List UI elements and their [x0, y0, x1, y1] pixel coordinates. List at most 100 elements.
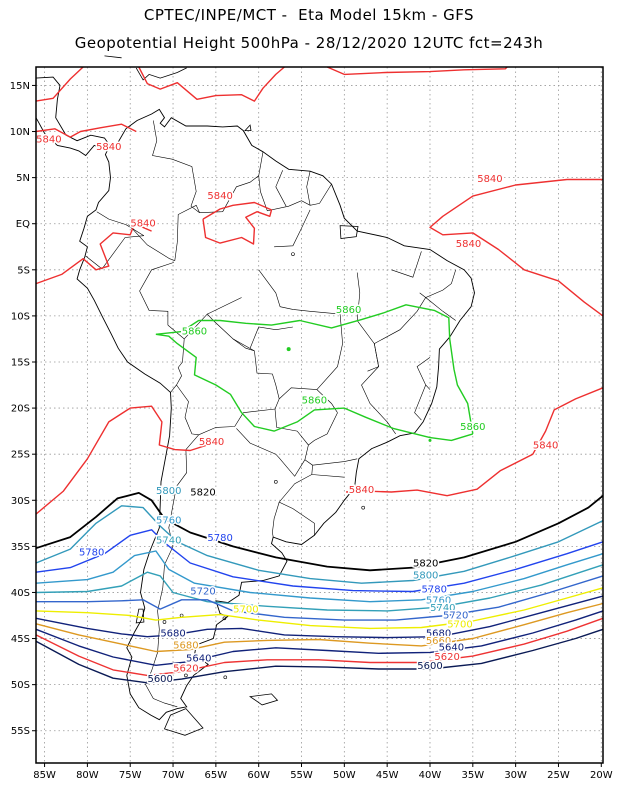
lon-tick-label: 65W	[205, 770, 228, 781]
contour-labels: 5840 5840 5840 5840 5840 5840 5840 5840 5840 5860…	[35, 133, 560, 686]
contour-label: 5820	[190, 488, 215, 499]
political-border	[416, 357, 431, 390]
lon-tick-label: 55W	[290, 770, 313, 781]
political-border	[374, 297, 443, 344]
lon-tick-label: 70W	[162, 770, 185, 781]
contour-5800	[35, 505, 604, 584]
contour-5620	[35, 617, 604, 677]
lat-tick-label: 45S	[11, 634, 30, 645]
lat-tick-label: EQ	[16, 219, 30, 230]
political-border	[442, 311, 456, 321]
contour-5840	[429, 178, 604, 317]
contour-5680	[35, 595, 604, 639]
contour-label: 5640	[439, 643, 464, 654]
political-border	[356, 272, 379, 372]
political-border	[152, 120, 200, 213]
contour-label: 5840	[199, 437, 224, 448]
contour-5860	[155, 333, 474, 442]
political-border	[311, 474, 345, 478]
contour-5840	[138, 66, 285, 102]
lon-tick-label: 35W	[462, 770, 485, 781]
contour-label: 5860	[302, 395, 327, 406]
contour-label: 5820	[413, 559, 438, 570]
axis-tick-labels: 85W 80W 75W 70W 65W 60W 55W 50W 45W 40W 35W 30W 25W 2…	[10, 81, 613, 781]
lon-tick-label: 40W	[419, 770, 442, 781]
contour-label: 5840	[349, 485, 374, 496]
political-border	[207, 297, 242, 315]
contour-5640	[35, 610, 604, 666]
contour-5840	[326, 66, 508, 76]
chiloe-coast	[135, 608, 145, 624]
political-border	[249, 326, 293, 349]
contour-5840	[202, 201, 273, 245]
coastlines-and-borders	[35, 55, 475, 736]
contour-label: 5780	[79, 548, 104, 559]
lat-tick-label: 55S	[11, 726, 30, 737]
lat-tick-label: 10N	[10, 127, 30, 138]
political-border	[96, 211, 145, 236]
contour-label: 5860	[336, 305, 361, 316]
contour-5700	[35, 587, 604, 630]
political-border	[361, 343, 396, 435]
political-border	[128, 224, 178, 262]
jamaica-coast	[104, 55, 122, 59]
lake-outline	[274, 480, 278, 484]
lat-tick-label: 40S	[11, 588, 30, 599]
political-border	[414, 384, 426, 421]
political-border	[272, 502, 280, 538]
lat-lon-grid	[36, 67, 603, 763]
lat-tick-label: 10S	[11, 311, 30, 322]
political-border	[258, 269, 341, 315]
lon-tick-label: 25W	[547, 770, 570, 781]
political-border	[139, 262, 174, 326]
south-america-coastline	[76, 108, 475, 721]
lake-outline	[361, 505, 365, 510]
political-border	[85, 235, 144, 270]
lon-tick-label: 60W	[247, 770, 270, 781]
contour-label: 5600	[417, 661, 442, 672]
political-border	[391, 251, 422, 278]
political-border	[306, 171, 311, 206]
contour-label: 5600	[147, 674, 172, 685]
contour-label: 5760	[426, 596, 451, 607]
contour-5820	[35, 492, 604, 572]
central-america-coastline	[35, 76, 111, 157]
contour-label: 5760	[156, 515, 181, 526]
contour-label: 5780	[207, 533, 232, 544]
political-border	[278, 387, 317, 400]
tierra-del-fuego-coast	[163, 708, 204, 736]
contour-5860	[155, 304, 474, 435]
contour-5860-spot	[428, 438, 432, 442]
contour-5720	[36, 575, 604, 621]
lake-outline	[184, 673, 188, 678]
lat-tick-label: 5N	[16, 173, 30, 184]
contour-5840	[35, 223, 152, 285]
trinidad-coast	[244, 124, 252, 131]
contour-5600	[35, 628, 604, 684]
political-border	[278, 459, 315, 536]
political-border	[316, 314, 343, 413]
lake-outline	[223, 675, 228, 680]
map-frame	[35, 66, 604, 764]
political-border	[232, 338, 255, 352]
contour-label: 5660	[426, 636, 451, 647]
contour-label: 5620	[434, 652, 459, 663]
contour-label: 5840	[96, 142, 121, 153]
lon-tick-label: 80W	[76, 770, 99, 781]
contour-5780	[35, 529, 604, 593]
contour-label: 5860	[182, 326, 207, 337]
contour-label: 5700	[233, 605, 258, 616]
political-border	[312, 458, 358, 466]
contour-5760	[35, 550, 604, 603]
contour-label: 5620	[173, 664, 198, 675]
falklands-coast	[249, 693, 279, 706]
contour-label: 5720	[190, 586, 215, 597]
political-border	[308, 412, 338, 446]
political-border	[258, 175, 332, 212]
contour-5840	[35, 66, 84, 102]
lat-tick-label: 15S	[11, 357, 30, 368]
political-border	[177, 204, 200, 243]
contour-label: 5740	[156, 536, 181, 547]
contour-label: 5640	[186, 654, 211, 665]
